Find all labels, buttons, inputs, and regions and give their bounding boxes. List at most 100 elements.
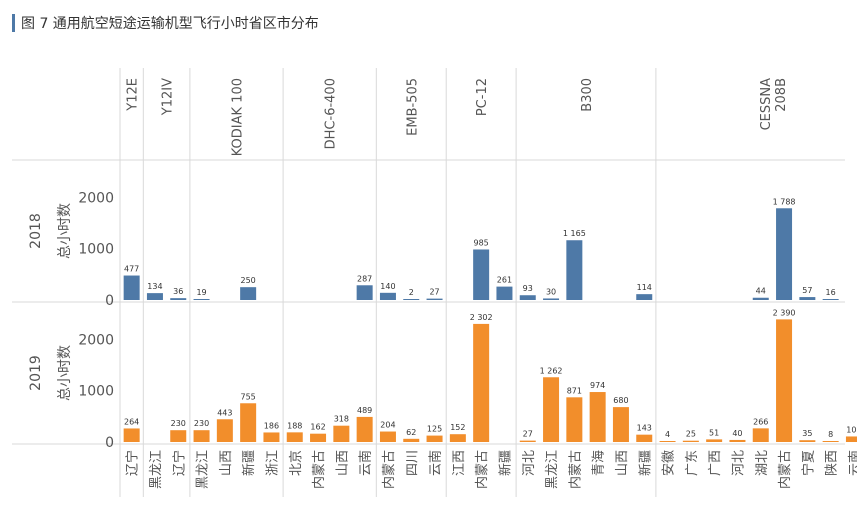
data-label: 134 bbox=[147, 282, 162, 291]
y-tick-label: 0 bbox=[105, 293, 114, 309]
bar bbox=[263, 432, 280, 442]
bar bbox=[310, 433, 327, 442]
bar bbox=[543, 377, 560, 442]
category-label: 陕西 bbox=[825, 450, 840, 476]
category-label: 内蒙古 bbox=[311, 450, 327, 489]
data-label: 680 bbox=[613, 396, 628, 405]
data-label: 2 bbox=[409, 288, 414, 297]
category-label: 四川 bbox=[405, 450, 420, 476]
data-label: 230 bbox=[194, 419, 209, 428]
bar bbox=[123, 275, 140, 300]
data-label: 318 bbox=[334, 415, 349, 424]
bar bbox=[356, 285, 373, 300]
data-label: 871 bbox=[567, 386, 582, 395]
bar bbox=[822, 441, 839, 442]
category-label: 青海 bbox=[592, 450, 607, 476]
data-label: 2 390 bbox=[773, 308, 796, 317]
y-axis-label: 总小时数 bbox=[57, 203, 73, 259]
bar bbox=[566, 397, 583, 442]
bar bbox=[123, 428, 140, 442]
bar bbox=[216, 419, 233, 442]
data-label: 108 bbox=[846, 425, 857, 434]
data-label: 261 bbox=[497, 276, 512, 285]
category-label: 安徽 bbox=[662, 450, 677, 476]
bar bbox=[426, 435, 443, 442]
data-label: 162 bbox=[310, 423, 325, 432]
bar bbox=[379, 431, 396, 442]
y-tick-label: 2000 bbox=[78, 190, 114, 206]
bar bbox=[170, 430, 187, 442]
bar bbox=[193, 299, 210, 300]
data-label: 443 bbox=[217, 408, 232, 417]
category-label: 内蒙古 bbox=[474, 450, 490, 489]
category-label: 山西 bbox=[615, 450, 630, 476]
bar bbox=[776, 319, 793, 442]
bar bbox=[589, 392, 606, 442]
data-label: 974 bbox=[590, 381, 605, 390]
data-label: 186 bbox=[264, 421, 279, 430]
category-label: 云南 bbox=[847, 450, 857, 476]
data-label: 4 bbox=[665, 430, 670, 439]
model-header: PC-12 bbox=[475, 78, 490, 116]
category-label: 广东 bbox=[685, 450, 700, 476]
data-label: 264 bbox=[124, 417, 139, 426]
bar bbox=[519, 440, 536, 442]
category-label: 浙江 bbox=[265, 450, 280, 476]
model-header: CESSNA bbox=[759, 78, 774, 131]
bar bbox=[426, 298, 443, 300]
y-tick-label: 1000 bbox=[78, 384, 114, 400]
data-label: 27 bbox=[523, 430, 533, 439]
bar bbox=[193, 430, 210, 442]
data-label: 57 bbox=[802, 286, 812, 295]
data-label: 19 bbox=[196, 288, 206, 297]
bar bbox=[496, 286, 513, 300]
bar bbox=[566, 240, 583, 300]
bar bbox=[240, 403, 257, 442]
data-label: 114 bbox=[637, 283, 652, 292]
bar bbox=[473, 249, 490, 300]
data-label: 44 bbox=[756, 287, 766, 296]
category-label: 辽宁 bbox=[171, 450, 187, 476]
data-label: 40 bbox=[732, 429, 742, 438]
data-label: 477 bbox=[124, 265, 139, 274]
bar bbox=[146, 293, 163, 300]
data-label: 16 bbox=[826, 288, 836, 297]
category-label: 内蒙古 bbox=[777, 450, 793, 489]
data-label: 1 262 bbox=[540, 366, 563, 375]
data-label: 985 bbox=[474, 238, 489, 247]
bar bbox=[519, 295, 536, 300]
y-tick-label: 1000 bbox=[78, 242, 114, 258]
year-label: 2018 bbox=[28, 213, 44, 249]
category-label: 新疆 bbox=[497, 450, 513, 476]
bar bbox=[752, 297, 769, 300]
model-header: Y12IV bbox=[161, 78, 176, 116]
category-label: 山西 bbox=[219, 450, 234, 476]
figure-title-text: 图 7 通用航空短途运输机型飞行小时省区市分布 bbox=[21, 16, 319, 32]
data-label: 755 bbox=[241, 392, 256, 401]
category-label: 辽宁 bbox=[125, 450, 141, 476]
bar bbox=[240, 287, 257, 300]
data-label: 266 bbox=[753, 417, 768, 426]
model-header: KODIAK 100 bbox=[231, 78, 246, 156]
bar bbox=[333, 425, 350, 442]
bar bbox=[612, 407, 629, 442]
data-label: 1 165 bbox=[563, 229, 586, 238]
data-label: 143 bbox=[637, 424, 652, 433]
category-label: 宁夏 bbox=[800, 450, 816, 476]
data-label: 489 bbox=[357, 406, 372, 415]
data-label: 62 bbox=[406, 428, 416, 437]
category-label: 新疆 bbox=[241, 450, 257, 476]
y-axis-label: 总小时数 bbox=[57, 345, 73, 401]
category-label: 山西 bbox=[335, 450, 350, 476]
bar bbox=[845, 436, 857, 442]
bar bbox=[729, 439, 746, 442]
data-label: 140 bbox=[380, 282, 395, 291]
year-label: 2019 bbox=[28, 355, 44, 391]
bar bbox=[682, 440, 699, 442]
model-header: B300 bbox=[580, 78, 595, 112]
category-label: 内蒙古 bbox=[567, 450, 583, 489]
bar bbox=[706, 439, 723, 442]
category-label: 黑龙江 bbox=[149, 450, 164, 489]
data-label: 93 bbox=[523, 284, 533, 293]
data-label: 27 bbox=[429, 288, 439, 297]
